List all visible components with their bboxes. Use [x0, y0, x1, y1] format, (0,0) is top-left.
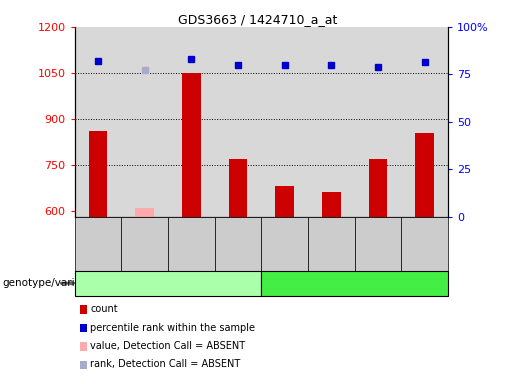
Text: GSM120064: GSM120064 [94, 217, 102, 271]
Text: GSM120068: GSM120068 [280, 217, 289, 271]
Bar [229, 159, 247, 217]
Bar [416, 132, 434, 217]
Text: rank, Detection Call = ABSENT: rank, Detection Call = ABSENT [90, 359, 241, 369]
Text: GSM120066: GSM120066 [187, 217, 196, 271]
Text: control: control [149, 278, 187, 288]
Bar [135, 208, 154, 217]
Bar [89, 131, 107, 217]
Text: GSM120069: GSM120069 [327, 217, 336, 271]
Bar [182, 73, 201, 217]
Text: GSM120065: GSM120065 [140, 217, 149, 271]
Text: GSM120067: GSM120067 [233, 217, 243, 271]
Bar [369, 159, 387, 217]
Bar [322, 192, 341, 217]
Text: value, Detection Call = ABSENT: value, Detection Call = ABSENT [90, 341, 245, 351]
Text: GSM120071: GSM120071 [420, 217, 429, 271]
Text: genotype/variation: genotype/variation [3, 278, 101, 288]
Bar [276, 186, 294, 217]
Text: GSM120070: GSM120070 [373, 217, 383, 271]
Text: GDS3663 / 1424710_a_at: GDS3663 / 1424710_a_at [178, 13, 337, 26]
Text: Gata4 inactivation: Gata4 inactivation [303, 278, 406, 288]
Text: percentile rank within the sample: percentile rank within the sample [90, 323, 255, 333]
Text: count: count [90, 304, 118, 314]
